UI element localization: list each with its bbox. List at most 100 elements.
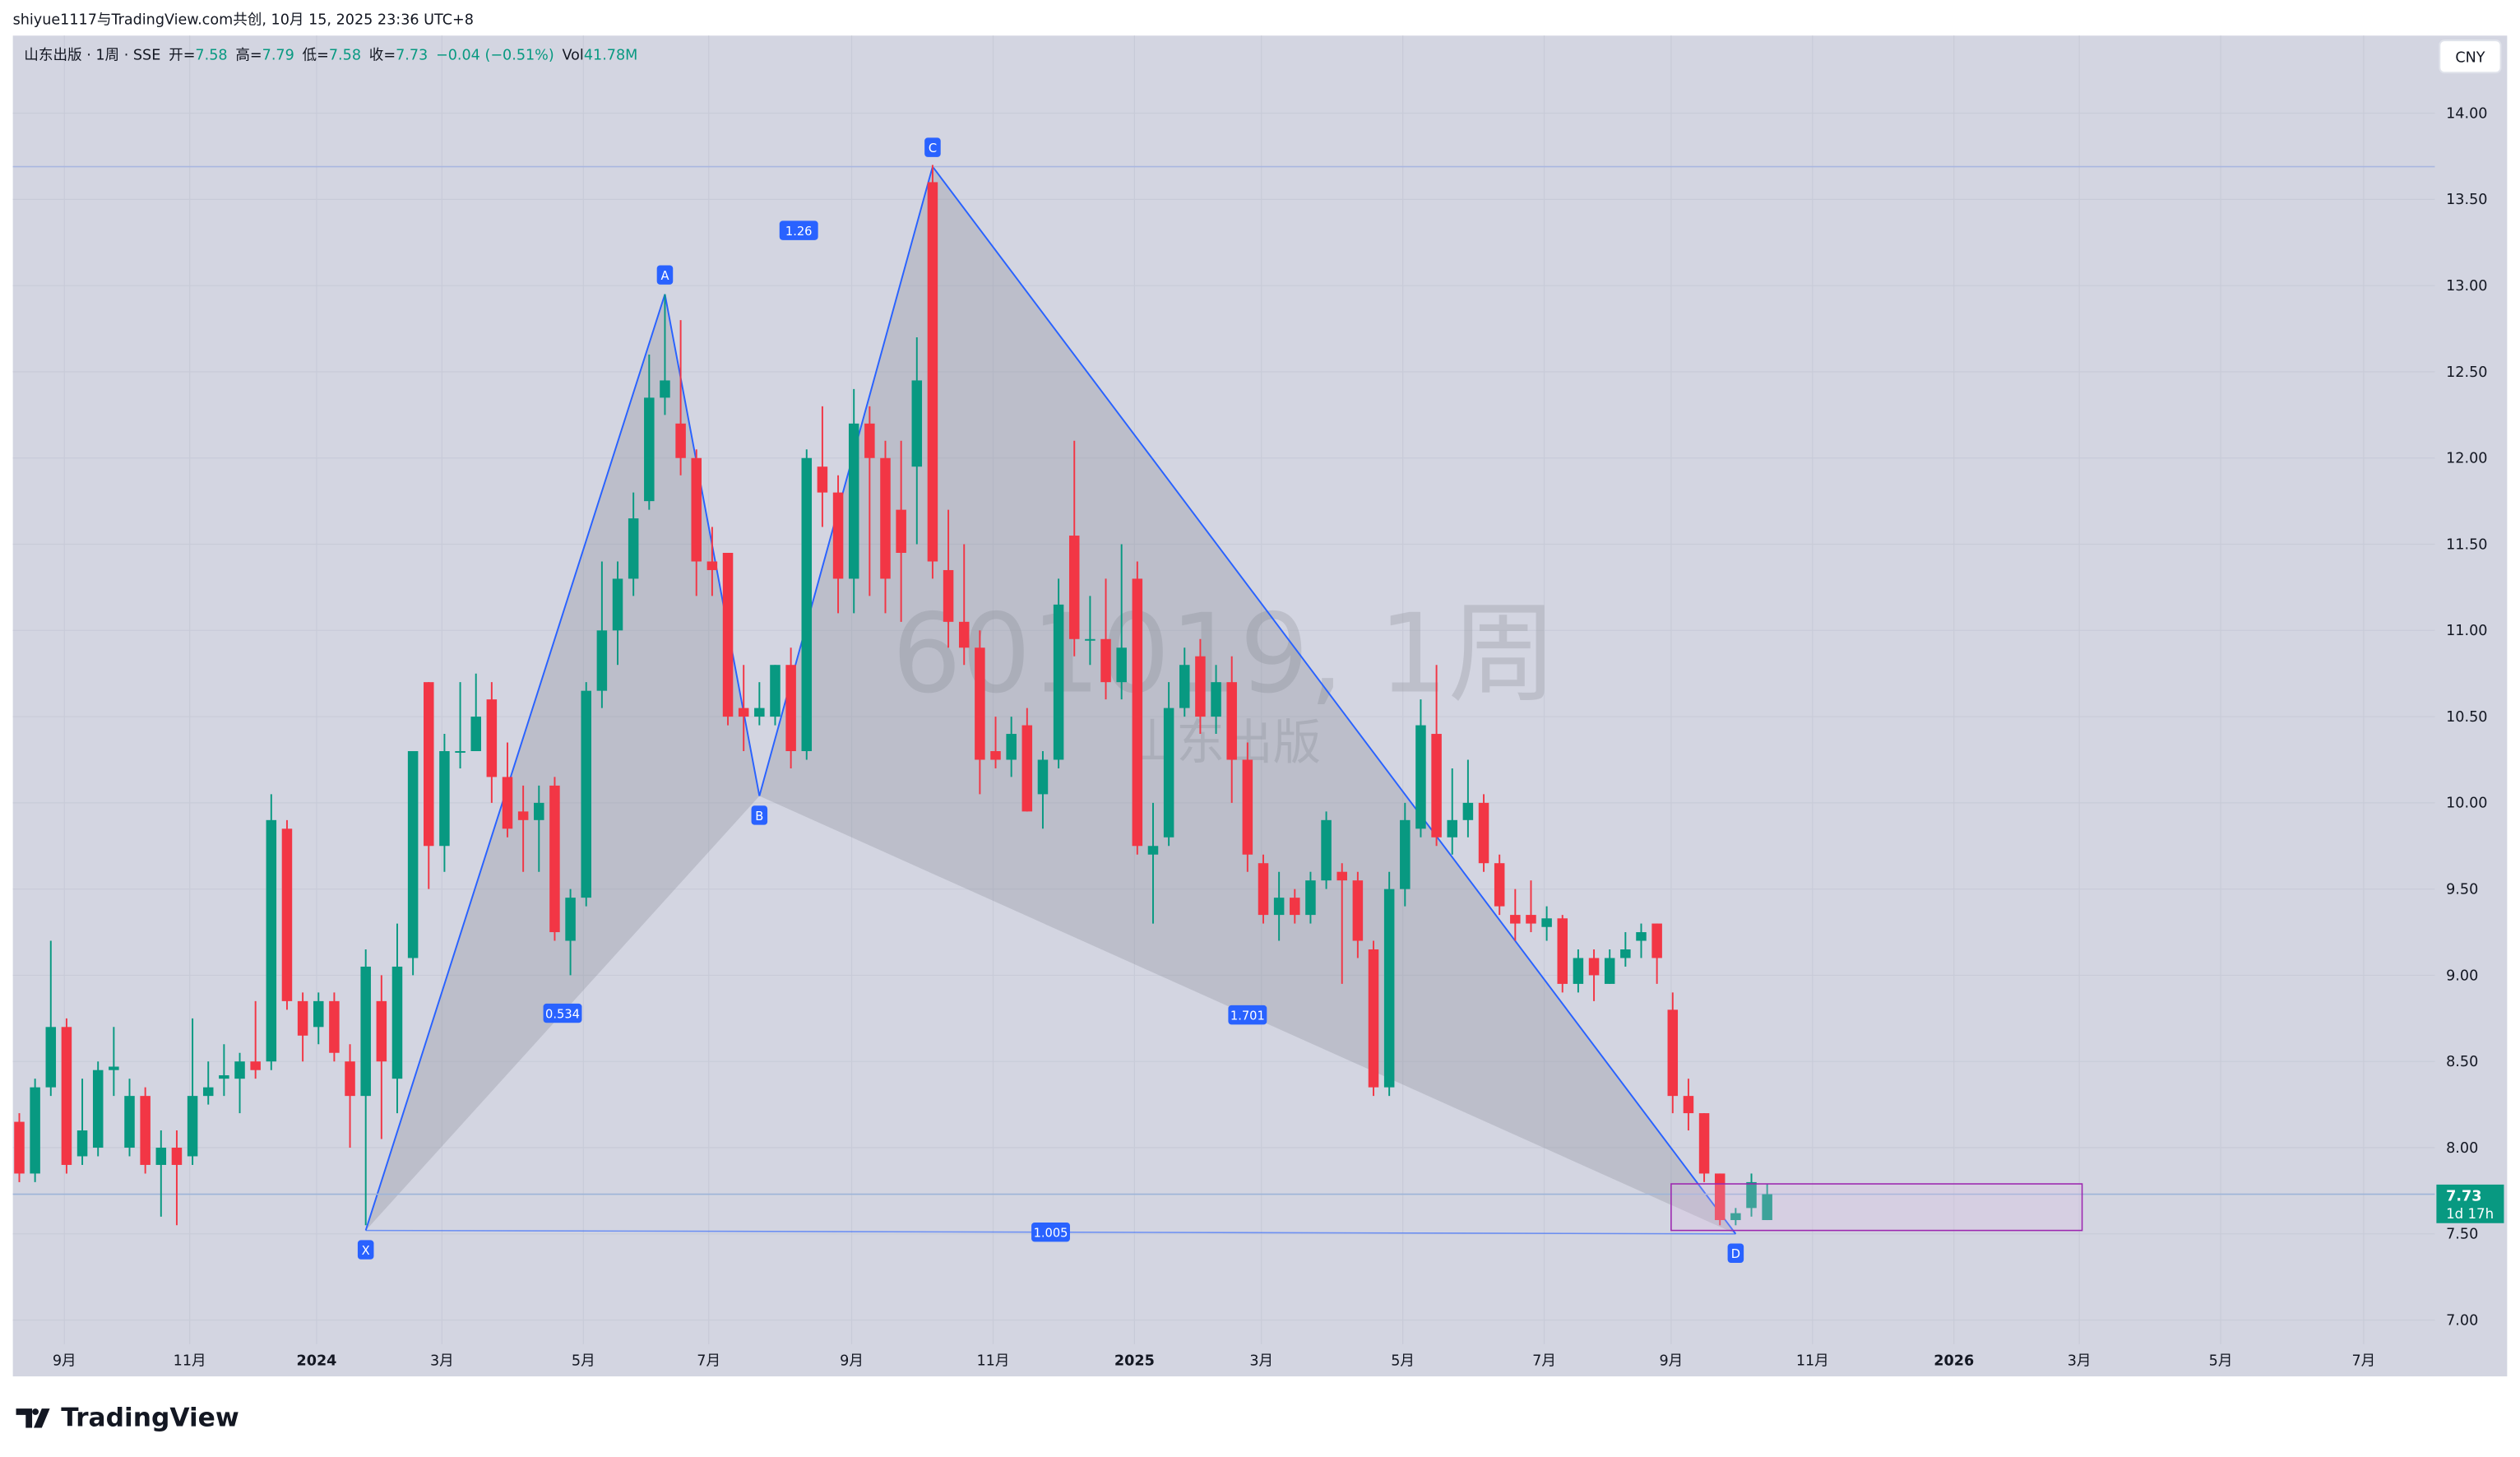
x-tick-label: 5月: [1391, 1353, 1415, 1369]
candle-body: [1431, 734, 1442, 838]
candle-body: [612, 578, 623, 631]
candle-body: [1258, 863, 1269, 916]
ratio-label: 0.534: [545, 1007, 580, 1021]
y-tick-label: 12.00: [2446, 451, 2487, 467]
y-tick-label: 13.50: [2446, 192, 2487, 208]
candle-body: [1053, 604, 1064, 760]
candle-body: [1163, 708, 1174, 838]
y-tick-label: 10.00: [2446, 796, 2487, 812]
candle-body: [848, 423, 859, 579]
x-tick-label: 11月: [1796, 1353, 1829, 1369]
candle-body: [30, 1087, 40, 1174]
candle-body: [722, 552, 734, 717]
watermark-name: 山东出版: [1128, 715, 1321, 771]
y-tick-label: 10.50: [2446, 709, 2487, 726]
candle-body: [1352, 880, 1364, 941]
candle-body: [943, 569, 954, 622]
point-badge: [656, 265, 674, 285]
y-tick-label: 7.50: [2446, 1227, 2478, 1243]
candle-body: [738, 708, 749, 717]
candle-body: [1021, 725, 1033, 812]
candle-body: [927, 182, 938, 562]
candle-body: [360, 966, 371, 1097]
ratio-badge: [1228, 1005, 1267, 1025]
y-tick-label: 12.50: [2446, 364, 2487, 381]
candle-body: [1100, 638, 1111, 683]
candle-body: [958, 621, 970, 648]
candle-body: [832, 492, 844, 579]
candle-body: [1116, 647, 1127, 683]
y-tick-label: 9.00: [2446, 967, 2478, 984]
legend-value: 7.79: [262, 48, 294, 64]
point-label: X: [362, 1244, 370, 1258]
candle-body: [534, 802, 544, 820]
candle-body: [990, 750, 1001, 760]
candle-body: [581, 690, 591, 898]
logo-text[interactable]: TradingView: [61, 1404, 239, 1433]
candle-body: [785, 665, 796, 751]
candle-body: [1273, 898, 1285, 916]
candle-body: [1494, 863, 1505, 907]
x-tick-label: 7月: [697, 1353, 720, 1369]
candle-body: [1667, 1009, 1679, 1097]
candle-body: [660, 380, 670, 398]
candle-body: [1400, 819, 1411, 889]
candle-body: [1636, 932, 1647, 941]
candle-body: [1305, 880, 1316, 916]
ratio-badge: [543, 1003, 582, 1023]
y-tick-label: 11.50: [2446, 536, 2487, 553]
legend-label: 收=: [369, 48, 396, 64]
legend-label: 开=: [169, 48, 195, 64]
currency-label[interactable]: CNY: [2455, 50, 2485, 67]
tradingview-logo[interactable]: TradingView: [16, 1404, 239, 1433]
candle-body: [1368, 949, 1379, 1088]
candle-body: [45, 1027, 57, 1088]
candle-body: [14, 1121, 25, 1174]
point-badge: [1727, 1243, 1744, 1263]
grid: [12, 35, 2435, 1344]
point-label: B: [755, 810, 763, 824]
candle-body: [124, 1096, 135, 1148]
y-tick-label: 14.00: [2446, 105, 2487, 122]
candle-body: [1573, 958, 1584, 984]
legend-value: 7.73: [396, 48, 428, 64]
candle-body: [706, 561, 718, 570]
candle-body: [565, 898, 576, 941]
x-tick-label: 2026: [1934, 1353, 1974, 1369]
point-label: A: [660, 269, 669, 283]
x-tick-label: 3月: [1249, 1353, 1273, 1369]
candle-body: [376, 1000, 387, 1062]
candle-body: [486, 699, 498, 777]
candle-body: [1683, 1096, 1694, 1114]
candle-body: [1478, 802, 1489, 864]
candle-body: [975, 647, 985, 760]
candle-body: [549, 785, 560, 933]
header-caption: shiyue1117与TradingView.com共创, 10月 15, 20…: [13, 12, 474, 29]
candle-body: [1195, 656, 1206, 717]
candle-body: [171, 1148, 183, 1165]
candle-body: [911, 380, 923, 467]
countdown-label: 1d 17h: [2446, 1206, 2494, 1222]
y-tick-label: 8.50: [2446, 1054, 2478, 1070]
candle-body: [470, 717, 481, 751]
candle-body: [109, 1066, 119, 1070]
candle-body: [691, 457, 702, 562]
candle-body: [455, 750, 466, 753]
candle-body: [266, 819, 277, 1062]
candle-body: [1226, 682, 1237, 760]
legend: 山东出版 · 1周 · SSE 开=7.58 高=7.79 低=7.58 收=7.73−…: [24, 48, 637, 64]
candle-body: [313, 1000, 324, 1028]
currency-button-frame[interactable]: [2439, 39, 2502, 74]
ratio-badge: [779, 220, 818, 240]
candle-body: [864, 423, 875, 458]
y-tick-label: 8.00: [2446, 1140, 2478, 1157]
candle-body: [1526, 915, 1536, 924]
x-tick-label: 9月: [840, 1353, 864, 1369]
currency-button[interactable]: CNY: [2439, 39, 2502, 74]
legend-volume-label: Vol: [563, 48, 584, 64]
pattern-fill: [365, 294, 760, 1231]
logo-icon[interactable]: [16, 1408, 50, 1428]
candle-body: [1336, 871, 1347, 881]
